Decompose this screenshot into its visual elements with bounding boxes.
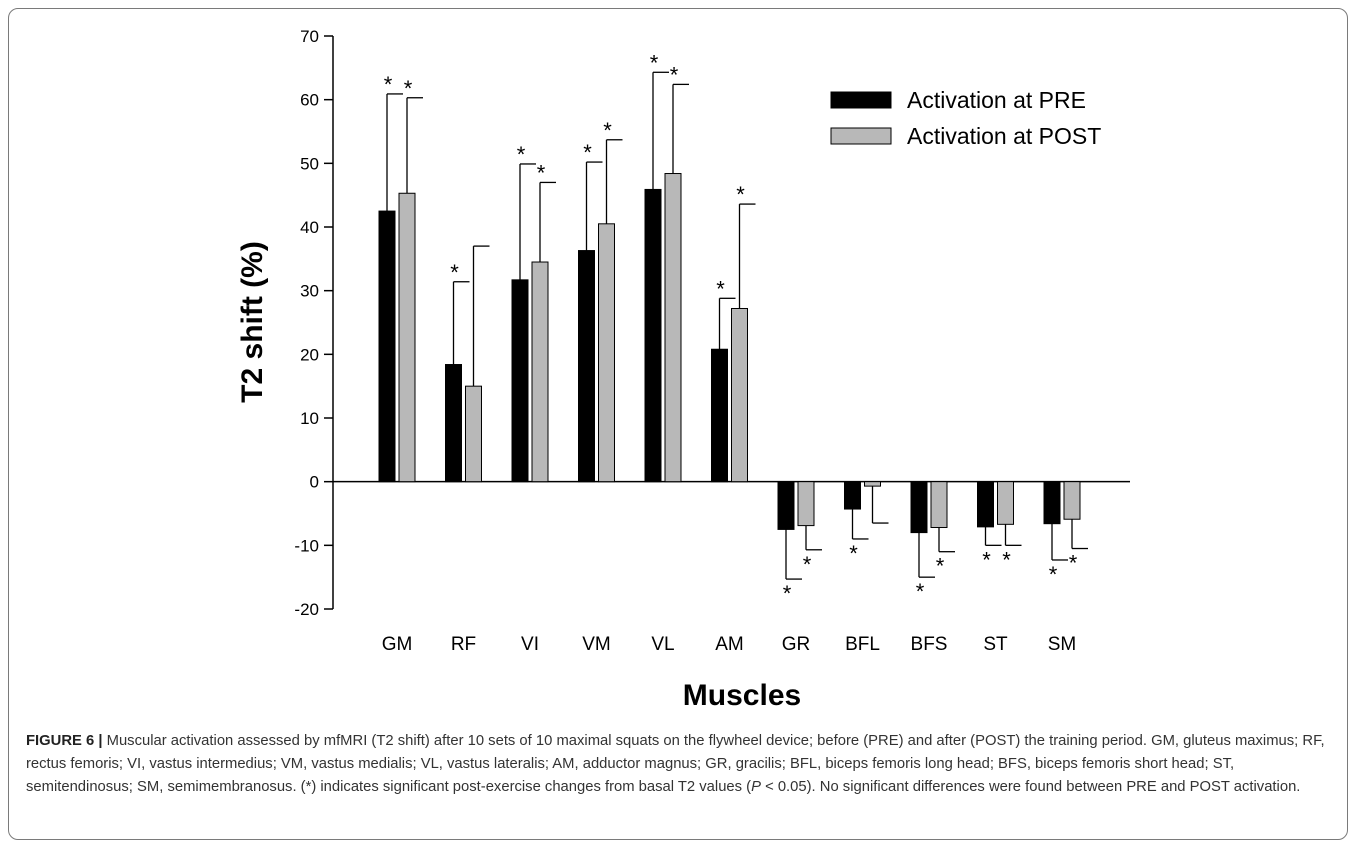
x-tick-label: BFS: [911, 634, 948, 655]
bar-pre-am: [711, 348, 728, 483]
y-tick-label: 60: [300, 91, 319, 110]
chart-bars: * * * * * * * * * * * * * * * * * * * *: [378, 50, 1088, 606]
bar-pre-bfl: [844, 481, 861, 510]
y-tick-label: -10: [294, 536, 319, 555]
significance-marker: *: [803, 552, 812, 577]
bar-post-st: [997, 481, 1014, 525]
caption-text-end: < 0.05). No significant differences were…: [760, 779, 1301, 795]
x-tick-label: VL: [651, 634, 674, 655]
x-tick-label: BFL: [845, 634, 880, 655]
significance-marker: *: [670, 62, 679, 87]
significance-marker: *: [517, 142, 526, 167]
bar-post-vi: [531, 261, 549, 483]
x-tick-label: GM: [382, 634, 413, 655]
y-tick-label: 0: [310, 473, 319, 492]
significance-marker: *: [384, 72, 393, 97]
significance-marker: *: [603, 118, 612, 143]
bar-post-vl: [664, 173, 682, 483]
bar-post-bfl: [864, 481, 881, 487]
bar-post-gm: [398, 192, 416, 483]
x-tick-label: VI: [521, 634, 539, 655]
bar-pre-gm: [378, 210, 396, 483]
legend-label-pre: Activation at PRE: [907, 87, 1086, 113]
bar-post-vm: [598, 223, 615, 483]
legend-swatch-post: [830, 127, 892, 145]
y-tick-label: 20: [300, 345, 319, 364]
x-tick-label: AM: [715, 634, 744, 655]
bar-post-rf: [465, 385, 482, 483]
figure-caption: FIGURE 6 | Muscular activation assessed …: [26, 730, 1336, 799]
y-tick-label: 10: [300, 409, 319, 428]
bar-post-gr: [797, 481, 815, 527]
significance-marker: *: [1002, 547, 1011, 572]
significance-marker: *: [1069, 551, 1078, 576]
bar-pre-rf: [445, 364, 462, 483]
y-tick-label: 40: [300, 218, 319, 237]
significance-marker: *: [1049, 562, 1058, 587]
caption-label: FIGURE 6 |: [26, 733, 103, 749]
significance-marker: *: [537, 160, 546, 185]
bar-pre-bfs: [910, 481, 928, 534]
significance-marker: *: [736, 182, 745, 207]
x-tick-label: ST: [983, 634, 1008, 655]
significance-marker: *: [936, 554, 945, 579]
y-axis-label: T2 shift (%): [236, 241, 269, 403]
y-tick-label: -20: [294, 600, 319, 619]
bar-pre-gr: [777, 481, 795, 530]
caption-p-symbol: P: [751, 779, 761, 795]
legend-label-post: Activation at POST: [907, 123, 1101, 149]
y-tick-label: 30: [300, 282, 319, 301]
x-tick-label: VM: [582, 634, 611, 655]
y-tick-label: 70: [300, 27, 319, 46]
bar-pre-st: [977, 481, 994, 528]
significance-marker: *: [783, 581, 792, 606]
bar-post-am: [731, 307, 748, 483]
significance-marker: *: [404, 76, 413, 101]
significance-marker: *: [583, 140, 592, 165]
significance-marker: *: [450, 260, 459, 285]
legend-swatch-pre: [830, 91, 892, 109]
bar-pre-sm: [1043, 481, 1061, 525]
bar-pre-vi: [511, 279, 529, 483]
bar-pre-vm: [578, 250, 595, 483]
x-tick-label: GR: [782, 634, 811, 655]
caption-text-start: Muscular activation assessed by mfMRI (T…: [26, 733, 1325, 795]
significance-marker: *: [849, 541, 858, 566]
x-axis-label: Muscles: [683, 679, 801, 712]
significance-marker: *: [982, 547, 991, 572]
bar-post-sm: [1063, 481, 1081, 520]
significance-marker: *: [650, 50, 659, 75]
x-tick-label: RF: [451, 634, 476, 655]
chart-legend: Activation at PRE Activation at POST: [830, 87, 1101, 149]
significance-marker: *: [916, 579, 925, 604]
bar-chart: -20 -10 0 10 20 30 40 50 60 70 GM RF VI VM VL AM GR BFL BF…: [236, 27, 1130, 712]
significance-marker: *: [716, 276, 725, 301]
bar-pre-vl: [644, 188, 662, 483]
y-tick-label: 50: [300, 154, 319, 173]
x-tick-label: SM: [1048, 634, 1077, 655]
bar-post-bfs: [930, 481, 948, 529]
